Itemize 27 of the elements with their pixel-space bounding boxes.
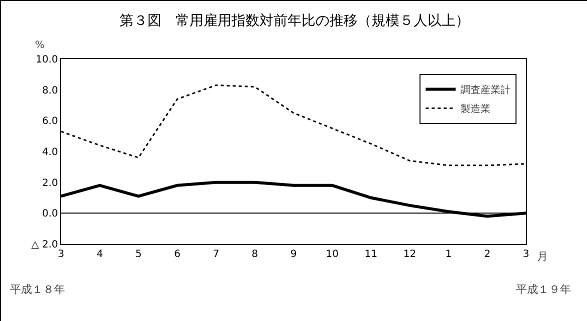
- chart-title: 第３図 常用雇用指数対前年比の推移（規模５人以上）: [120, 13, 470, 30]
- x-tick-label: 12: [403, 249, 416, 260]
- x-axis-title: 月: [537, 250, 548, 263]
- legend-label: 製造業: [460, 103, 491, 116]
- x-tick-label: 11: [364, 249, 378, 260]
- y-axis-title: %: [35, 40, 45, 51]
- x-tick-label: 6: [174, 249, 180, 260]
- legend-label: 調査産業計: [460, 84, 511, 96]
- y-tick-label: △ 2.0: [31, 240, 58, 250]
- x-tick-label: 3: [58, 249, 64, 260]
- x-tick-label: 10: [326, 249, 339, 260]
- y-tick-label: 4.0: [42, 147, 58, 158]
- x-tick-label: 2: [484, 249, 490, 260]
- y-tick-label: 8.0: [42, 85, 58, 96]
- x-tick-label: 3: [522, 249, 530, 260]
- x-tick-label: 9: [290, 249, 297, 260]
- text: 平成１８年: [10, 283, 65, 296]
- y-tick-label: 10.0: [36, 54, 58, 66]
- x-tick-label: 4: [96, 249, 103, 260]
- x-tick-label: 5: [135, 249, 142, 260]
- x-tick-label: 1: [445, 249, 452, 260]
- text: 平成１９年: [516, 283, 571, 296]
- y-tick-label: 6.0: [42, 116, 58, 128]
- y-tick-label: 2.0: [42, 178, 58, 189]
- y-tick-label: 0.0: [42, 208, 58, 220]
- x-tick-label: 8: [252, 249, 258, 260]
- x-tick-label: 7: [212, 249, 220, 260]
